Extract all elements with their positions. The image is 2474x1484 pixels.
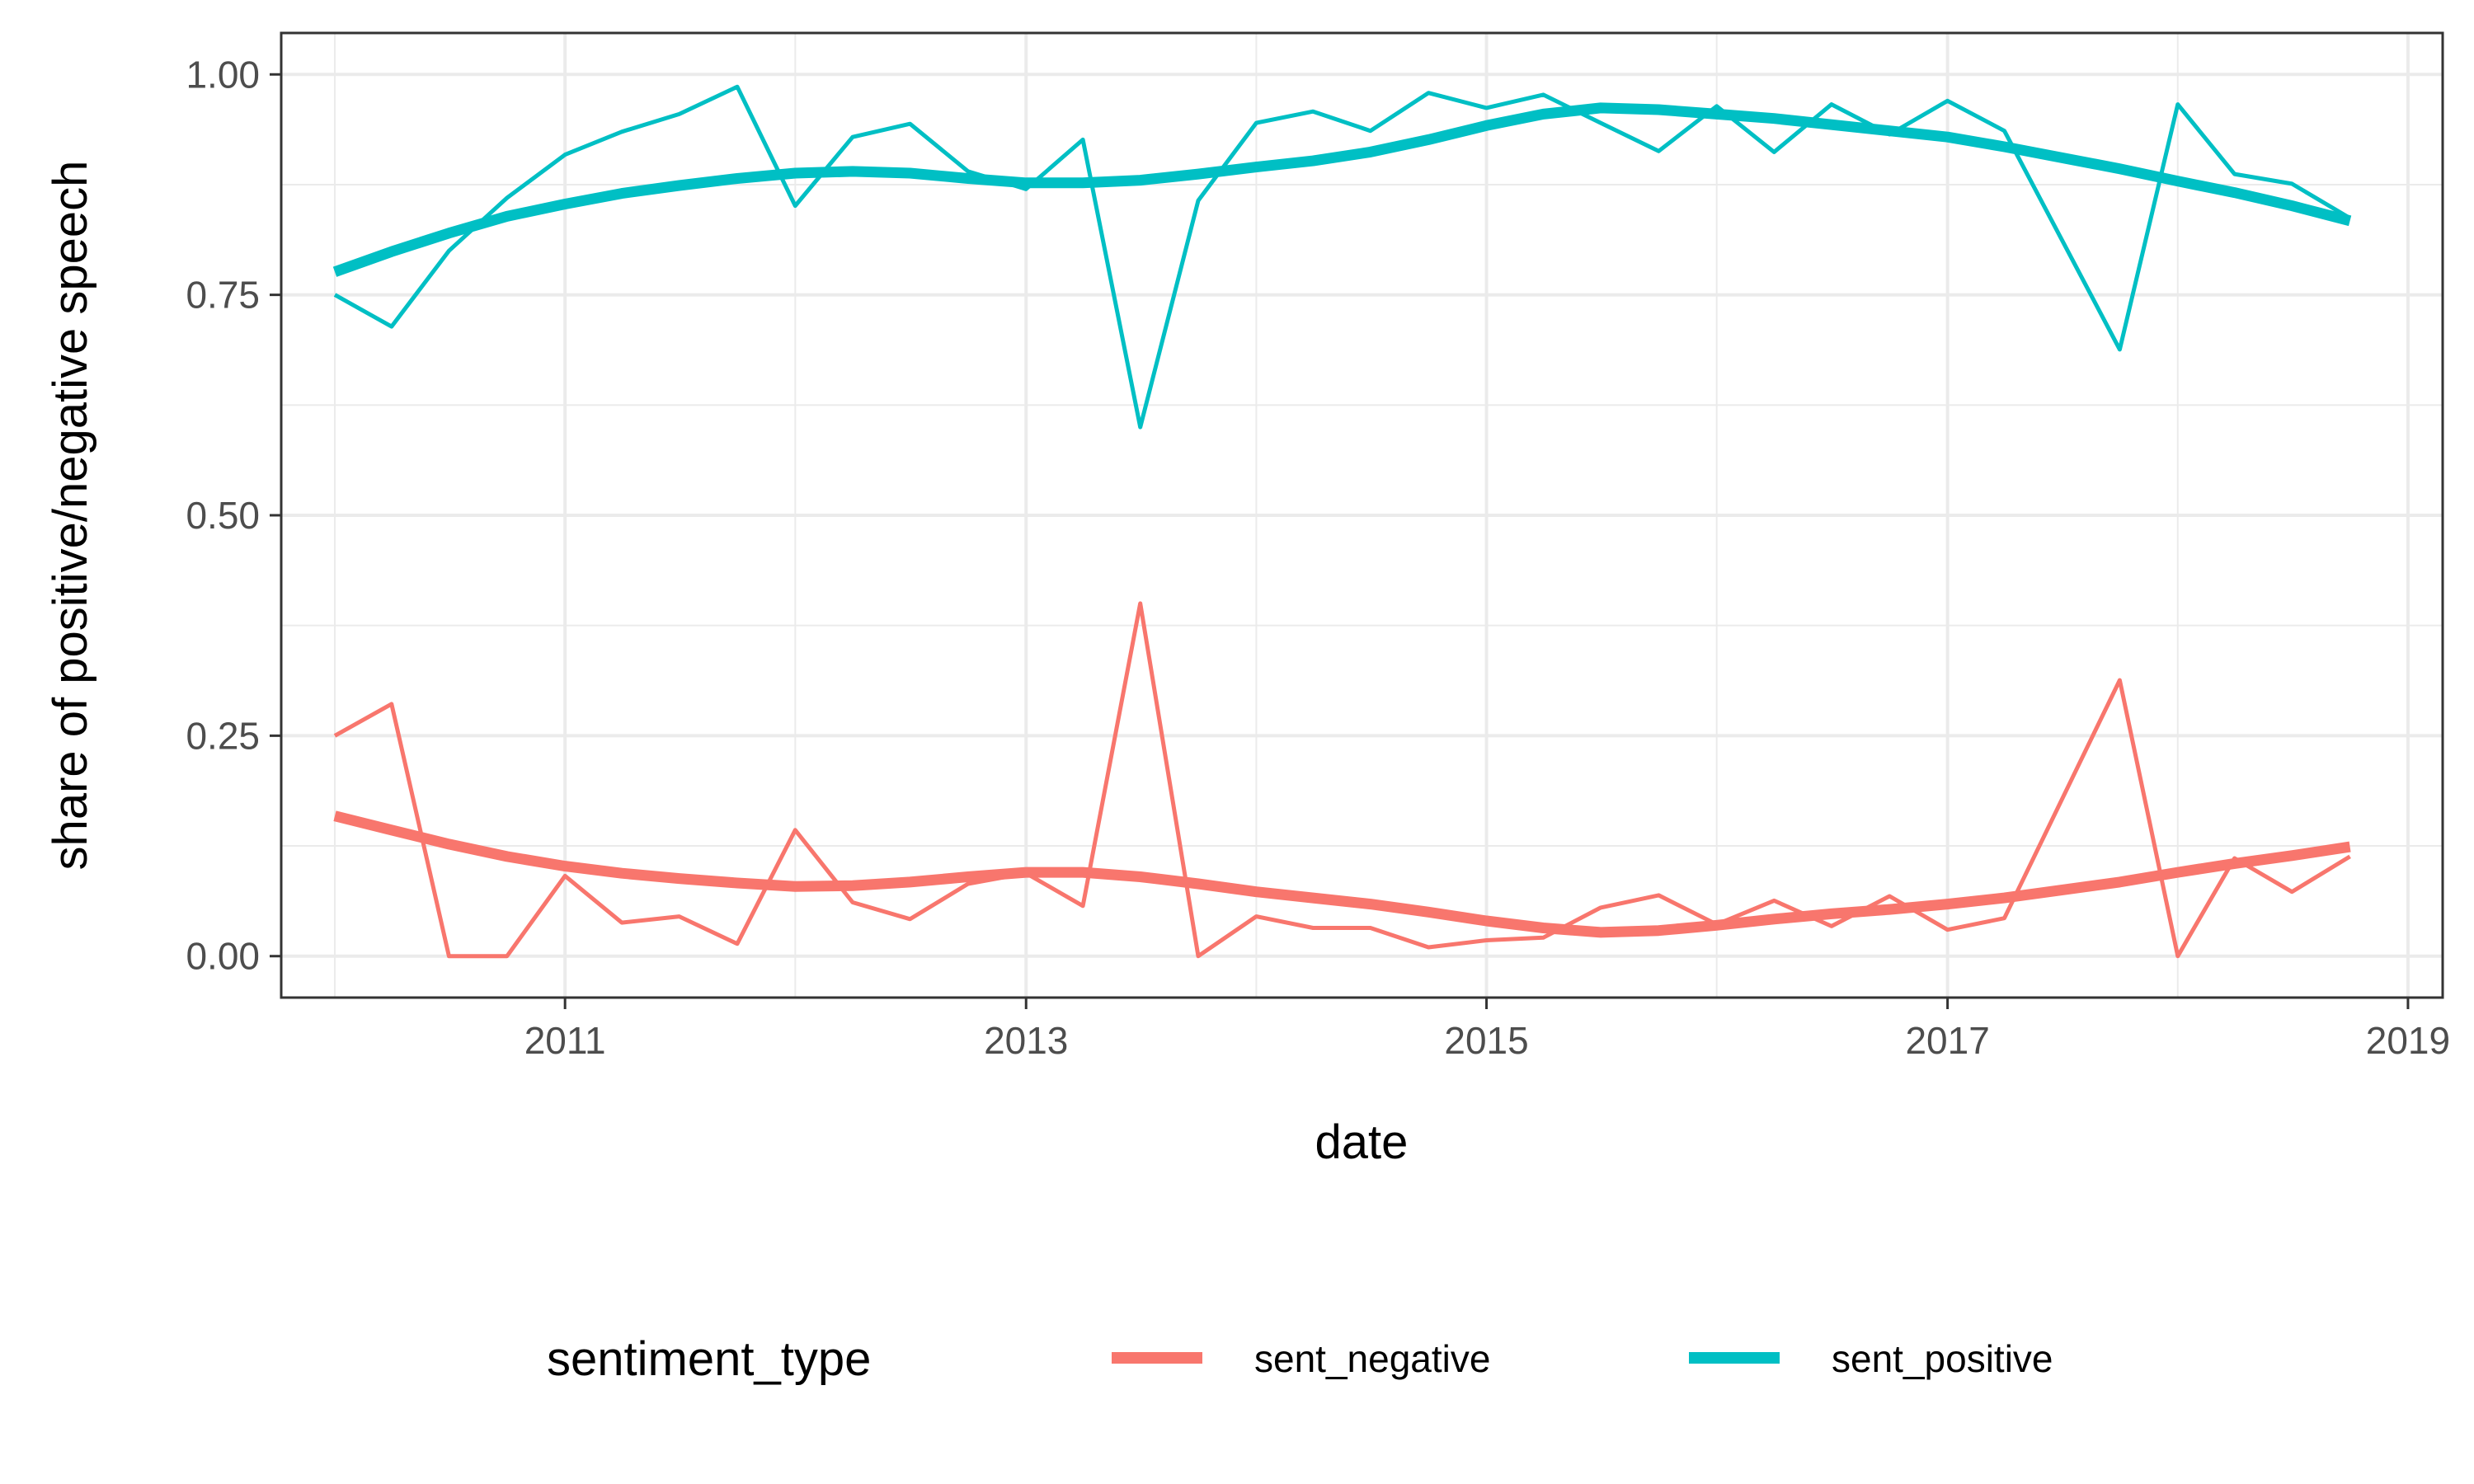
- smooth-line-sent-positive: [332, 102, 2352, 277]
- legend-label-sent-negative: sent_negative: [1254, 1337, 1490, 1380]
- grid: [281, 33, 2443, 998]
- x-tick-label: 2015: [1444, 1019, 1528, 1062]
- x-axis-title: date: [1315, 1115, 1409, 1169]
- x-tick-label: 2019: [2366, 1019, 2450, 1062]
- series-layer: [332, 84, 2352, 959]
- axes: 2011 2013 2015 2017 2019 0.00 0.25 0.50 0.75 1.00: [186, 53, 2450, 1062]
- y-tick-label: 1.00: [186, 53, 260, 96]
- x-tick-label: 2011: [524, 1019, 606, 1062]
- legend: sentiment_type sent_negative sent_positi…: [547, 1332, 2053, 1386]
- y-tick-label: 0.25: [186, 714, 260, 757]
- smooth-line-sent-negative: [333, 810, 2351, 938]
- y-axis-title: share of positive/negative speech: [44, 161, 97, 871]
- y-tick-label: 0.00: [186, 935, 260, 978]
- y-tick-label: 0.50: [186, 494, 260, 537]
- x-tick-label: 2017: [1905, 1019, 1989, 1062]
- series-line-sent-negative: [333, 601, 2351, 959]
- legend-label-sent-positive: sent_positive: [1832, 1337, 2053, 1380]
- series-line-sent-positive: [333, 84, 2351, 430]
- legend-title: sentiment_type: [547, 1332, 871, 1386]
- y-tick-label: 0.75: [186, 274, 260, 317]
- x-tick-label: 2013: [984, 1019, 1068, 1062]
